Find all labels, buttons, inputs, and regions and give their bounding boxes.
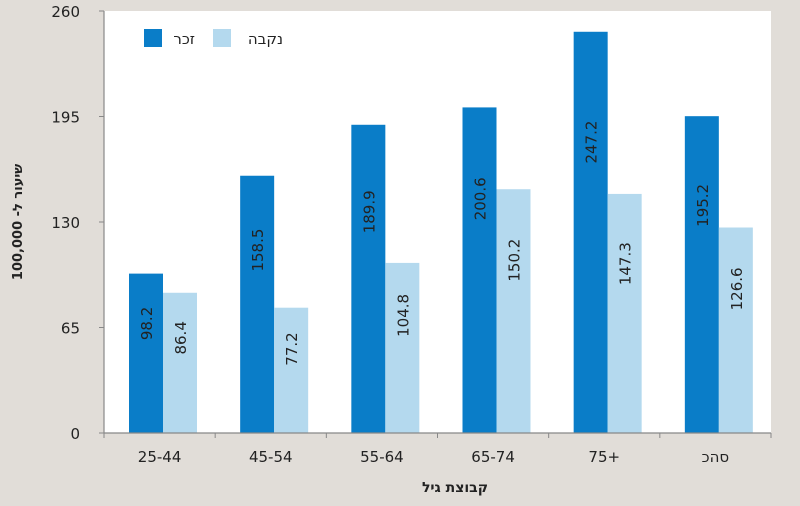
bar-female <box>607 193 642 433</box>
legend-swatch-male <box>144 29 162 47</box>
bar-male <box>684 116 719 433</box>
y-tick-label: 0 <box>70 425 80 443</box>
bar-male <box>462 107 497 433</box>
bar-male <box>240 175 275 433</box>
y-tick-label: 260 <box>51 3 80 21</box>
x-tick-label: 55-64 <box>360 448 404 466</box>
bar-male <box>129 273 163 433</box>
bar-female <box>718 227 753 433</box>
data-label: 200.6 <box>472 177 490 220</box>
x-tick-label: סהכ <box>702 448 729 466</box>
bar-female <box>163 292 197 433</box>
data-label: 147.3 <box>617 242 635 285</box>
data-label: 158.5 <box>249 229 267 272</box>
data-label: 126.6 <box>728 267 746 310</box>
data-label: 86.4 <box>172 321 190 354</box>
data-label: 77.2 <box>283 332 301 365</box>
y-tick-label: 195 <box>51 109 80 127</box>
bar-female <box>274 307 309 433</box>
legend-swatch-female <box>213 29 231 47</box>
data-label: 150.2 <box>506 239 524 282</box>
legend-label-female: נקבה <box>248 30 283 48</box>
bar-male <box>351 124 386 433</box>
data-label: 189.9 <box>360 190 378 233</box>
data-label: 104.8 <box>394 294 412 337</box>
x-tick-label: 75+ <box>588 448 620 466</box>
y-axis-label: שיעור ל- 100,000 <box>11 164 26 280</box>
plot-area <box>104 11 771 433</box>
legend-label-male: זכר <box>173 30 195 48</box>
data-label: 98.2 <box>138 307 156 340</box>
bar-female <box>496 189 531 433</box>
x-axis-label: קבוצת גיל <box>422 480 488 496</box>
bar-male <box>573 31 608 433</box>
data-label: 247.2 <box>583 121 601 164</box>
x-tick-label: 45-54 <box>249 448 293 466</box>
bar-female <box>385 262 420 433</box>
y-tick-label: 130 <box>51 214 80 232</box>
x-tick-label: 65-74 <box>471 448 515 466</box>
x-tick-label: 25-44 <box>138 448 182 466</box>
legend: זכר נקבה <box>144 29 283 48</box>
y-tick-label: 65 <box>61 320 80 338</box>
data-label: 195.2 <box>694 184 712 227</box>
